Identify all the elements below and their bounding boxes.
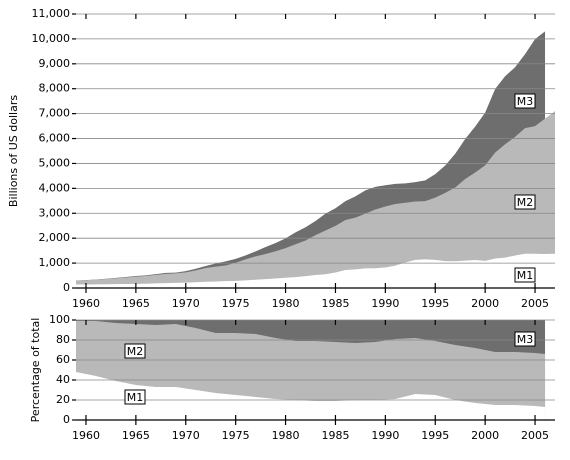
x-tick-label: 2005 [521,297,549,310]
y-tick-label: 3,000 [39,206,71,219]
x-tick-label: 1960 [72,429,100,442]
label-text: M2 [517,196,534,209]
y-tick-label: 1,000 [39,256,71,269]
x-tick-label: 2000 [471,429,499,442]
series-label: M2 [514,194,536,210]
series-label: M3 [514,331,536,347]
x-tick-label: 1990 [371,429,399,442]
x-tick-label: 1995 [421,429,449,442]
series-label: M2 [124,343,146,359]
label-text: M1 [127,391,144,404]
x-tick-label: 1960 [72,297,100,310]
y-axis-label: Percentage of total [29,318,42,423]
series-label: M1 [124,389,146,405]
y-tick-label: 4,000 [39,181,71,194]
label-text: M3 [517,333,534,346]
label-box [514,93,536,109]
y-tick-label: 7,000 [39,107,71,120]
label-box [124,343,146,359]
y-tick-label: 9,000 [39,57,71,70]
y-tick-label: 2,000 [39,231,71,244]
x-tick-label: 1970 [172,297,200,310]
x-tick-label: 1975 [222,429,250,442]
x-tick-label: 1980 [272,429,300,442]
x-tick-label: 1970 [172,429,200,442]
x-tick-label: 1980 [272,297,300,310]
label-box [514,331,536,347]
x-tick-label: 1985 [321,297,349,310]
y-tick-label: 40 [56,373,70,386]
y-tick-label: 0 [63,413,70,426]
label-text: M2 [127,345,144,358]
series-label: M3 [514,93,536,109]
label-text: M3 [517,95,534,108]
y-tick-label: 20 [56,393,70,406]
y-tick-label: 60 [56,353,70,366]
y-tick-label: 11,000 [32,7,71,20]
label-box [514,267,536,283]
y-tick-label: 80 [56,333,70,346]
x-tick-label: 1965 [122,429,150,442]
y-tick-label: 0 [63,281,70,294]
x-tick-label: 2000 [471,297,499,310]
x-tick-label: 1965 [122,297,150,310]
label-text: M1 [517,269,534,282]
y-tick-label: 10,000 [32,32,71,45]
x-tick-label: 1995 [421,297,449,310]
y-tick-label: 100 [49,313,70,326]
y-tick-label: 8,000 [39,82,71,95]
area-m2 [76,111,555,289]
y-axis-label: Billions of US dollars [7,95,20,207]
x-tick-label: 2005 [521,429,549,442]
series-label: M1 [514,267,536,283]
area-m1 [76,372,546,420]
x-tick-label: 1975 [222,297,250,310]
area-m1 [76,253,555,288]
x-tick-label: 1990 [371,297,399,310]
label-box [124,389,146,405]
label-box [514,194,536,210]
x-tick-label: 1985 [321,429,349,442]
y-tick-label: 5,000 [39,156,71,169]
y-tick-label: 6,000 [39,132,71,145]
